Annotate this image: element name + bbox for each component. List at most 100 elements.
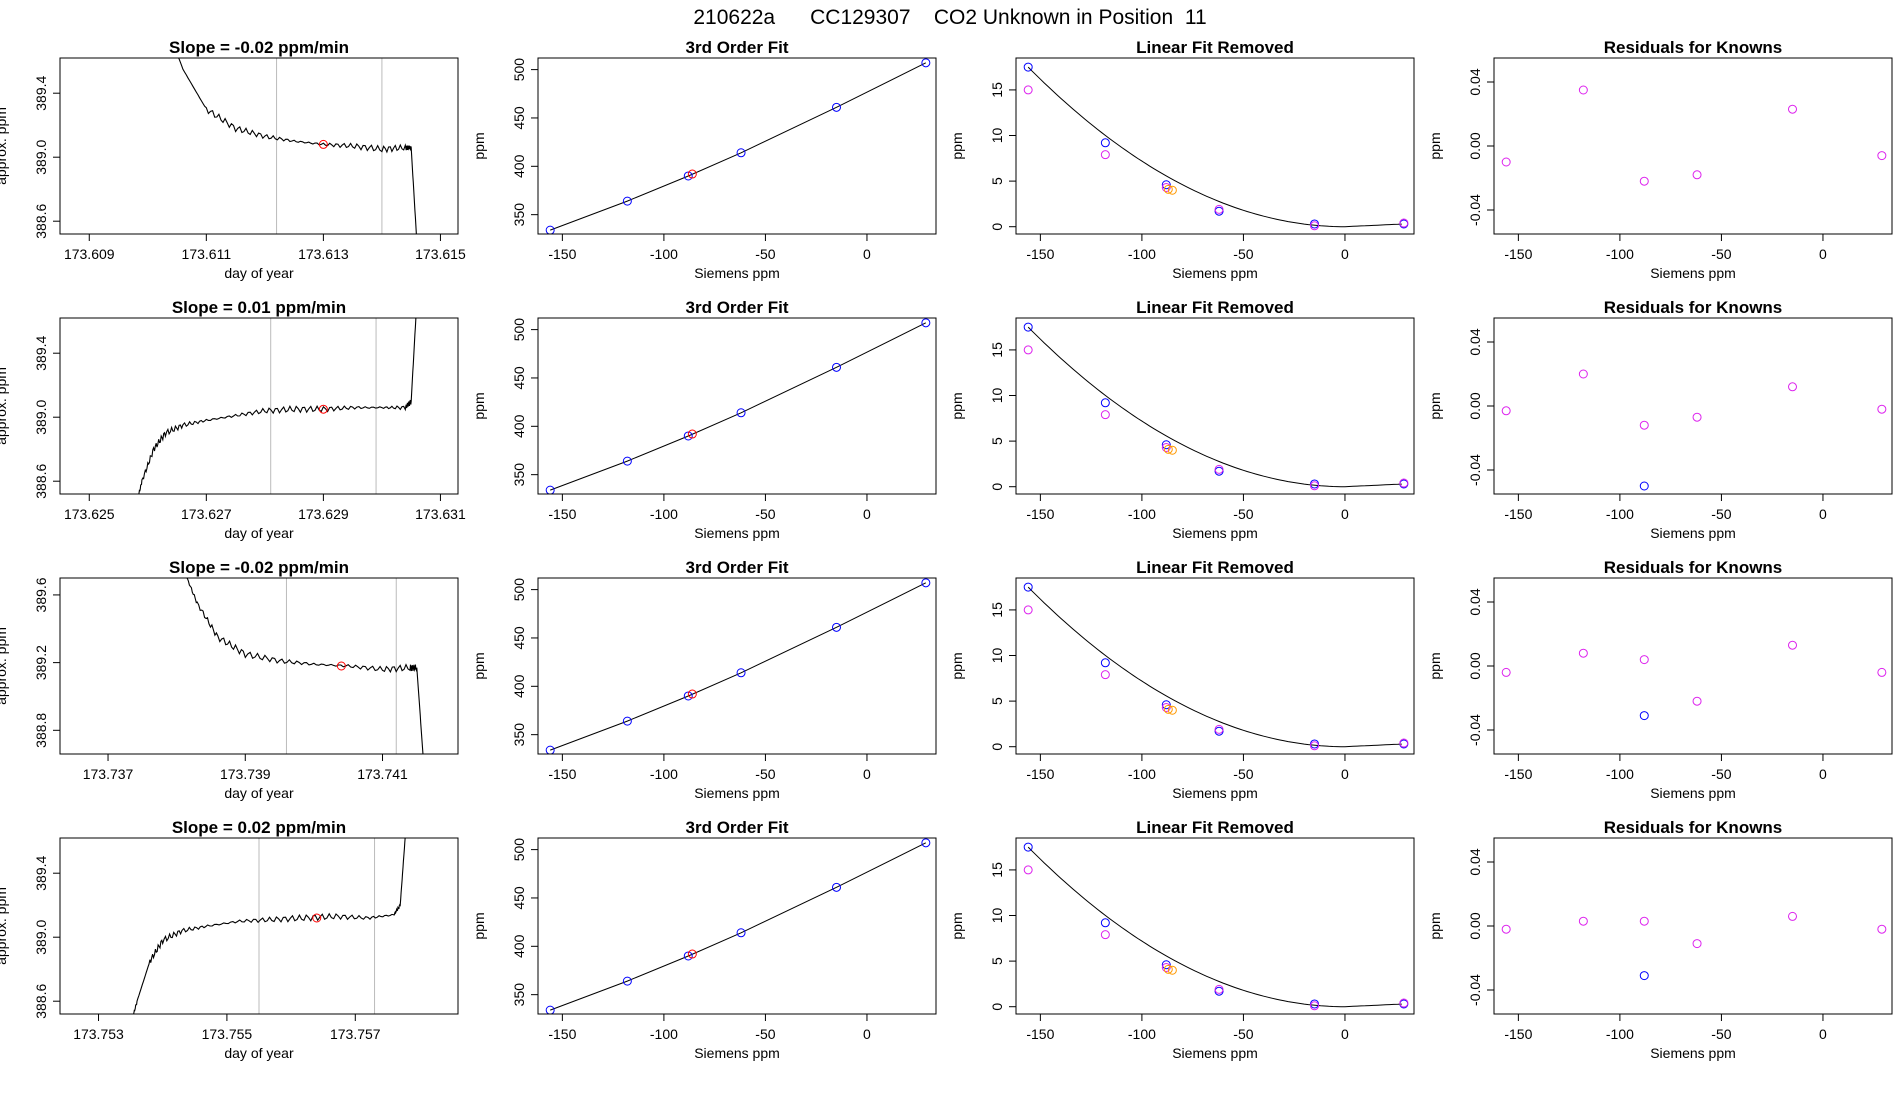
x-tick-label: 173.609: [64, 246, 115, 262]
y-tick-label: 0.04: [1467, 848, 1483, 875]
panel-linear-removed-row2: Linear Fit Removed Siemens ppm ppm -150 -100…: [949, 298, 1415, 541]
data-point-unknown: [1163, 184, 1173, 194]
data-point-residuals: [1788, 911, 1797, 921]
panel-title: 3rd Order Fit: [686, 38, 789, 57]
data-point-knowns: [545, 1005, 555, 1014]
x-tick-label: -100: [650, 246, 678, 262]
plot-frame: [537, 317, 937, 495]
panel-timeseries-row3: Slope = -0.02 ppm/min day of year approx. …: [0, 558, 459, 801]
data-point-residuals: [1788, 104, 1797, 114]
data-point-knowns: [1214, 466, 1224, 476]
data-point-knowns: [683, 431, 693, 441]
panel-fit-row3: 3rd Order Fit Siemens ppm ppm -150 -100 -50 0 3…: [471, 558, 937, 801]
y-axis-label: ppm: [471, 132, 487, 159]
x-tick-label: 0: [1341, 506, 1349, 522]
x-tick-label: 173.631: [415, 506, 466, 522]
y-tick-label: 400: [511, 934, 527, 958]
data-point-knowns: [1100, 658, 1110, 668]
panel-fit-row4: 3rd Order Fit Siemens ppm ppm -150 -100 -50 0 3…: [471, 818, 937, 1061]
y-tick-label: 5: [989, 437, 1005, 445]
plot-area: [545, 838, 931, 1014]
y-tick-label: 389.0: [33, 919, 49, 954]
x-axis-label: Siemens ppm: [1650, 1045, 1736, 1061]
x-tick-label: 173.741: [357, 766, 408, 782]
data-point-alternate: [1399, 218, 1409, 228]
data-point-knowns: [832, 362, 841, 372]
x-tick-label: 173.755: [202, 1026, 253, 1042]
x-tick-label: 0: [1341, 246, 1349, 262]
plot-frame: [1493, 317, 1893, 495]
y-tick-label: 0: [989, 743, 1005, 751]
y-axis-label: approx. ppm: [0, 107, 9, 185]
x-tick-label: -150: [1504, 506, 1532, 522]
x-tick-label: -100: [1606, 1026, 1634, 1042]
data-point-alternate: [1100, 930, 1110, 940]
x-axis-label: day of year: [224, 785, 294, 801]
y-tick-label: 400: [511, 674, 527, 698]
panel-linear-removed-row4: Linear Fit Removed Siemens ppm ppm -150 -100…: [949, 818, 1415, 1061]
data-point-alternate: [1023, 85, 1033, 95]
data-point-knowns: [1100, 918, 1110, 928]
data-point-alternate: [1023, 605, 1033, 615]
y-tick-label: 5: [989, 957, 1005, 965]
data-point-knowns: [622, 716, 632, 726]
x-tick-label: 0: [1819, 246, 1827, 262]
data-point-knowns: [1214, 726, 1224, 736]
plot-frame: [537, 57, 937, 235]
data-point-unknown: [1167, 965, 1177, 975]
y-axis-label: approx. ppm: [0, 887, 9, 965]
x-tick-label: -50: [1711, 246, 1731, 262]
plot-area: [545, 318, 931, 494]
x-tick-label: 0: [1341, 766, 1349, 782]
data-point-residuals: [1578, 369, 1588, 379]
data-point-residuals: [1639, 420, 1649, 430]
x-tick-label: -150: [548, 246, 576, 262]
panel-title: 3rd Order Fit: [686, 558, 789, 577]
y-tick-label: 450: [511, 886, 527, 910]
x-tick-label: -100: [650, 1026, 678, 1042]
y-axis-label: ppm: [949, 392, 965, 419]
y-tick-label: 10: [989, 128, 1005, 144]
plot-area: [1023, 322, 1409, 491]
x-tick-label: -50: [755, 506, 775, 522]
x-tick-label: -50: [755, 766, 775, 782]
data-point-residuals: [1877, 404, 1887, 414]
y-tick-label: 389.0: [33, 139, 49, 174]
data-point-residuals: [1501, 406, 1511, 416]
data-point-residuals: [1501, 667, 1511, 677]
data-point-knowns: [832, 882, 841, 892]
data-point-knowns: [545, 485, 555, 494]
y-tick-label: 0: [989, 1003, 1005, 1011]
data-point-alternate: [1214, 984, 1224, 994]
plot-area: [178, 58, 417, 234]
data-point-knowns: [1023, 62, 1033, 72]
data-point-knowns: [622, 196, 632, 206]
x-tick-label: -50: [1711, 1026, 1731, 1042]
data-point-knowns: [1023, 582, 1033, 592]
data-point-alternate: [1399, 998, 1409, 1008]
plot-area: [1501, 911, 1887, 981]
data-point-alternate: [1399, 738, 1409, 748]
x-tick-label: -50: [755, 246, 775, 262]
data-point-knowns: [736, 928, 746, 938]
mean-marker: [318, 139, 328, 149]
data-point-unknown: [1163, 444, 1173, 454]
y-tick-label: 388.6: [33, 983, 49, 1018]
data-point-knowns: [622, 456, 632, 466]
data-point-alternate: [1214, 464, 1224, 474]
data-point-unknown: [1163, 704, 1173, 714]
series-line: [178, 58, 417, 234]
data-point-alternate: [1214, 724, 1224, 734]
y-tick-label: 0.00: [1467, 652, 1483, 679]
x-tick-label: -100: [650, 506, 678, 522]
y-axis-label: ppm: [1427, 392, 1443, 419]
x-tick-label: -150: [548, 506, 576, 522]
x-axis-label: Siemens ppm: [1172, 785, 1258, 801]
data-point-residuals: [1692, 696, 1702, 706]
x-tick-label: 0: [1819, 766, 1827, 782]
x-tick-label: 173.753: [73, 1026, 124, 1042]
panel-timeseries-row2: Slope = 0.01 ppm/min day of year approx. p…: [0, 298, 466, 541]
y-tick-label: 389.4: [33, 75, 49, 110]
data-point-alternate: [1161, 702, 1171, 712]
plot-area: [1023, 842, 1409, 1011]
